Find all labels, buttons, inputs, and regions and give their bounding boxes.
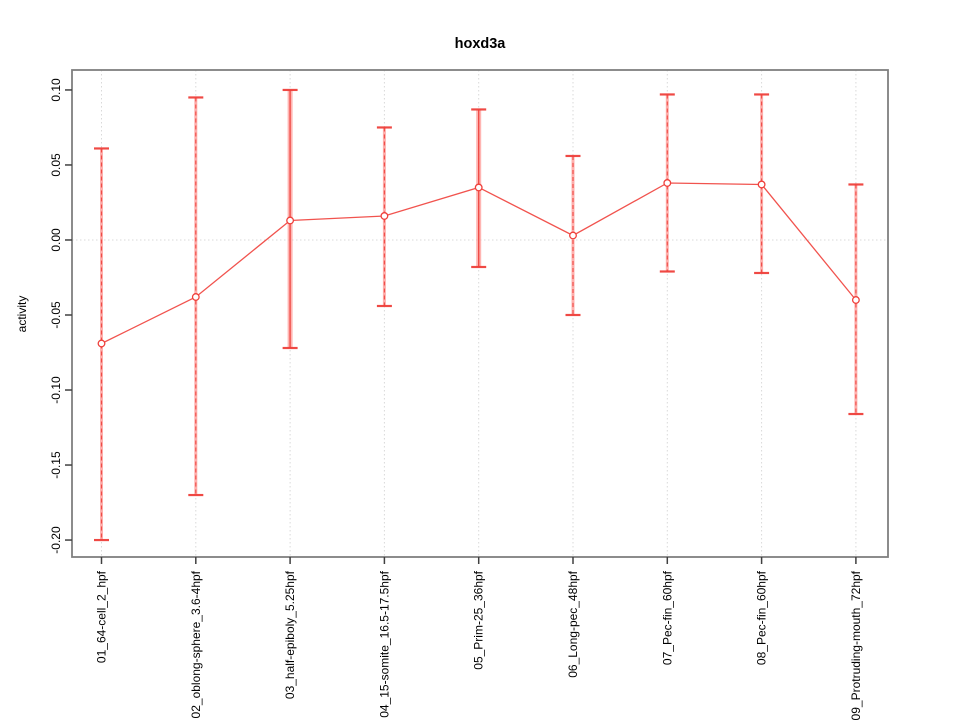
y-tick-label: 0.10	[49, 78, 63, 102]
x-tick-label: 05_Prim-25_36hpf	[472, 570, 486, 669]
data-point	[286, 216, 295, 225]
data-point	[97, 339, 106, 348]
data-point	[569, 231, 577, 240]
x-tick-label: 03_half-epiboly_5.25hpf	[283, 570, 297, 699]
data-point	[757, 180, 766, 189]
data-point	[191, 293, 200, 301]
data-point	[663, 179, 672, 187]
y-tick-label: -0.10	[49, 376, 63, 404]
y-tick-label: 0.05	[49, 153, 63, 177]
x-tick-label: 02_oblong-sphere_3.6-4hpf	[189, 570, 203, 718]
y-tick-label: -0.20	[49, 526, 63, 554]
x-tick-label: 06_Long-pec_48hpf	[566, 570, 580, 677]
data-point	[380, 212, 389, 220]
x-tick-label: 04_15-somite_16.5-17.5hpf	[377, 570, 391, 717]
y-tick-label: -0.05	[49, 301, 63, 329]
x-tick-label: 08_Pec-fin_60hpf	[755, 570, 769, 665]
plot-border	[71, 69, 889, 558]
data-point	[851, 296, 860, 304]
y-tick-label: -0.15	[49, 451, 63, 479]
x-tick-label: 07_Pec-fin_60hpf	[660, 570, 674, 665]
x-tick-label: 01_64-cell_2_hpf	[95, 570, 109, 663]
x-tick-label: 09_Protruding-mouth_72hpf	[849, 570, 863, 720]
y-tick-label: 0.00	[49, 228, 63, 252]
chart-title: hoxd3a	[454, 36, 506, 52]
data-point	[474, 183, 483, 192]
y-axis-label: activity	[15, 295, 29, 333]
